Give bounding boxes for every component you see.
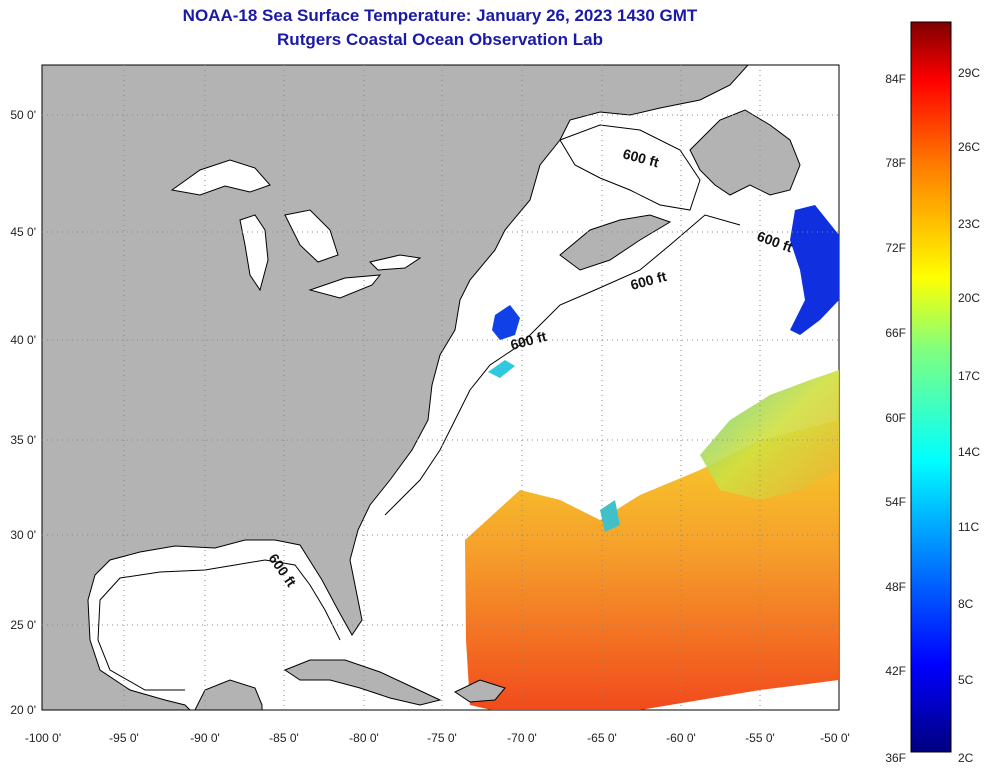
sst-cyan-patch [600, 500, 620, 532]
shelf-contour-gulf [97, 559, 341, 691]
sst-cold-patch-ne [790, 205, 839, 335]
lake-michigan [239, 214, 269, 292]
colorbar-c-label: 17C [958, 369, 980, 383]
cuba-land [283, 659, 442, 706]
north-america-land [42, 65, 749, 710]
shelf-contour-east [384, 214, 741, 516]
lat-tick-label: 50 0' [10, 108, 36, 122]
map-title: NOAA-18 Sea Surface Temperature: January… [182, 6, 698, 25]
colorbar-c-label: 5C [958, 673, 974, 687]
colorbar-c-label: 26C [958, 140, 980, 154]
colorbar-c-label: 8C [958, 597, 974, 611]
newfoundland-land [689, 109, 801, 196]
colorbar-f-label: 72F [885, 241, 906, 255]
colorbar-c-label: 2C [958, 751, 974, 765]
colorbar-f-label: 84F [885, 72, 906, 86]
colorbar-fahrenheit-labels: 84F 78F 72F 66F 60F 54F 48F 42F 36F [885, 72, 906, 765]
sst-cold-patch-nj [492, 305, 520, 340]
lat-tick-label: 25 0' [10, 618, 36, 632]
lat-tick-label: 40 0' [10, 333, 36, 347]
lake-erie [308, 274, 382, 299]
colorbar-c-label: 20C [958, 291, 980, 305]
colorbar-c-label: 29C [958, 66, 980, 80]
lat-tick-label: 30 0' [10, 528, 36, 542]
lon-tick-label: -95 0' [109, 731, 139, 745]
nova-scotia-land [559, 214, 672, 271]
sst-cool-patch [488, 360, 515, 378]
lon-tick-label: -90 0' [190, 731, 220, 745]
colorbar-c-label: 23C [958, 217, 980, 231]
colorbar-f-label: 60F [885, 411, 906, 425]
lon-tick-label: -50 0' [820, 731, 850, 745]
lon-tick-label: -85 0' [269, 731, 299, 745]
lon-tick-label: -60 0' [666, 731, 696, 745]
colorbar-f-label: 78F [885, 156, 906, 170]
longitude-axis: -100 0' -95 0' -90 0' -85 0' -80 0' -75 … [25, 731, 850, 745]
st-lawrence-gulf [559, 124, 701, 211]
lake-superior [170, 159, 271, 196]
lon-tick-label: -55 0' [745, 731, 775, 745]
lat-tick-label: 45 0' [10, 225, 36, 239]
lat-tick-label: 35 0' [10, 433, 36, 447]
map-subtitle: Rutgers Coastal Ocean Observation Lab [277, 30, 603, 49]
lake-ontario [369, 254, 422, 271]
lat-tick-label: 20 0' [10, 703, 36, 717]
colorbar-f-label: 36F [885, 751, 906, 765]
colorbar-f-label: 66F [885, 326, 906, 340]
colorbar-f-label: 48F [885, 580, 906, 594]
lake-huron [284, 209, 339, 263]
colorbar-f-label: 54F [885, 495, 906, 509]
colorbar-c-label: 14C [958, 445, 980, 459]
latitude-axis: 50 0' 45 0' 40 0' 35 0' 30 0' 25 0' 20 0… [10, 108, 36, 717]
lon-tick-label: -75 0' [427, 731, 457, 745]
lon-tick-label: -100 0' [25, 731, 61, 745]
hispaniola-land [453, 679, 506, 703]
colorbar-celsius-labels: 29C 26C 23C 20C 17C 14C 11C 8C 5C 2C [958, 66, 980, 765]
colorbar-c-label: 11C [958, 520, 979, 534]
lon-tick-label: -70 0' [507, 731, 537, 745]
colorbar-f-label: 42F [885, 664, 906, 678]
lon-tick-label: -80 0' [349, 731, 379, 745]
temperature-colorbar [910, 21, 952, 753]
lon-tick-label: -65 0' [587, 731, 617, 745]
sst-mid-patch [700, 370, 839, 500]
